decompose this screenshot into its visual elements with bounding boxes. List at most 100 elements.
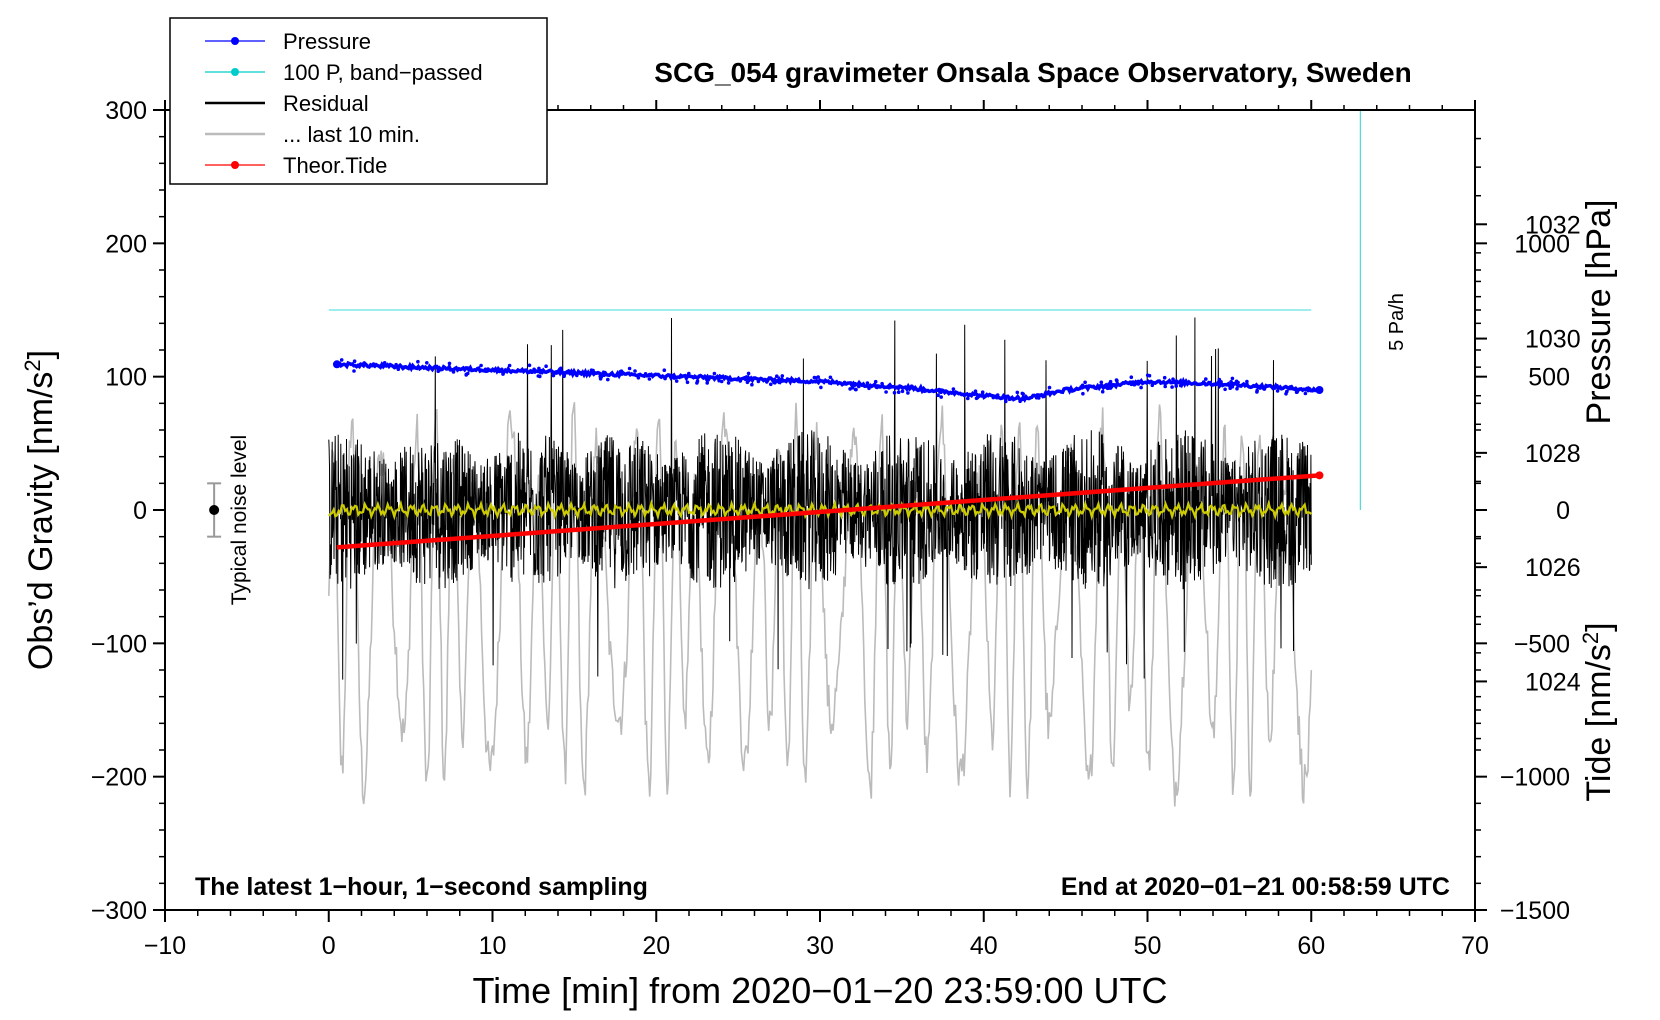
noise-bar — [207, 482, 222, 538]
x-tick-label: 10 — [479, 932, 507, 960]
pressure-point — [532, 367, 536, 372]
pressure-point — [394, 362, 398, 367]
pressure-point — [887, 385, 891, 390]
tide-tick-label: 1000 — [1514, 230, 1570, 258]
pressure-point — [995, 393, 1000, 397]
pressure-point — [873, 379, 878, 384]
pressure-tick-label: 1026 — [1525, 554, 1581, 582]
pressure-point — [922, 389, 927, 394]
x-tick-label: 40 — [970, 932, 998, 960]
noise-bar-center — [209, 505, 220, 515]
pressure-point — [1003, 397, 1008, 402]
pressure-point — [568, 371, 573, 376]
pressure-point — [602, 373, 606, 378]
y-tick-label: 100 — [105, 364, 147, 392]
pressure-point — [598, 374, 602, 379]
pressure-point — [875, 385, 879, 390]
pressure-point — [770, 377, 775, 382]
pressure-point — [1254, 383, 1259, 388]
pressure-point — [765, 380, 769, 384]
pressure-point — [1239, 384, 1243, 388]
x-tick-label: 50 — [1134, 932, 1162, 960]
pressure-point — [538, 374, 542, 379]
y-label-gravity-end: ] — [22, 350, 60, 359]
pressure-point — [939, 390, 943, 395]
pressure-point — [1229, 380, 1233, 384]
y-label-gravity-text: Obs’d Gravity [nm/s — [22, 372, 60, 671]
pressure-point — [500, 367, 504, 372]
pressure-point — [1042, 394, 1046, 399]
pressure-point — [618, 369, 623, 374]
pressure-point — [745, 380, 750, 385]
x-axis: −10 0 10 20 30 40 50 60 70 — [144, 100, 1489, 960]
pressure-point — [900, 389, 905, 394]
end-time-note: End at 2020−01−21 00:58:59 UTC — [1061, 873, 1450, 901]
pressure-series — [332, 358, 1324, 404]
pressure-point — [1223, 387, 1227, 392]
x-tick-label: 70 — [1461, 932, 1489, 960]
pressure-start-point — [332, 360, 341, 369]
pressure-tick-label: 1024 — [1525, 668, 1581, 696]
pressure-point — [1132, 382, 1137, 387]
pressure-point — [1100, 389, 1105, 394]
y-axis-label-gravity: Obs’d Gravity [nm/s2] — [20, 350, 60, 670]
pressure-point — [777, 380, 782, 385]
pressure-point — [527, 363, 532, 368]
pressure-point — [1047, 385, 1052, 390]
pressure-point — [775, 374, 779, 379]
pressure-point — [1174, 384, 1178, 388]
pressure-point — [773, 381, 777, 385]
pressure-point — [486, 368, 490, 373]
pressure-point — [1081, 391, 1085, 396]
pressure-point — [750, 382, 754, 387]
pressure-point — [738, 379, 743, 383]
pressure-point — [1235, 386, 1239, 391]
pressure-point — [1173, 381, 1178, 385]
pressure-point — [1139, 385, 1143, 390]
tide-tick-label: −1000 — [1500, 764, 1570, 792]
pressure-point — [475, 366, 480, 371]
pressure-point — [692, 375, 697, 380]
y-tick-label: −200 — [91, 764, 147, 792]
pressure-point — [551, 373, 556, 378]
pressure-point — [530, 370, 534, 375]
residual-series — [328, 317, 1312, 680]
pressure-point — [1303, 391, 1308, 396]
pressure-point — [1171, 377, 1175, 382]
legend-label: ... last 10 min. — [283, 122, 420, 147]
chart-title: SCG_054 gravimeter Onsala Space Observat… — [654, 57, 1411, 88]
pressure-point — [1262, 387, 1267, 391]
pressure-point — [544, 364, 548, 369]
pressure-point — [647, 377, 652, 381]
pressure-point — [906, 391, 910, 395]
x-tick-label: −10 — [144, 932, 186, 960]
theor-tide-end-point — [1315, 471, 1324, 480]
pressure-point — [1236, 380, 1240, 385]
pressure-point — [559, 366, 563, 371]
pressure-point — [497, 369, 502, 374]
pressure-point — [674, 379, 679, 383]
pressure-point — [662, 368, 667, 373]
legend-label: Residual — [283, 91, 369, 116]
pressure-point — [1129, 382, 1134, 387]
pressure-point — [339, 358, 344, 362]
x-tick-label: 0 — [322, 932, 336, 960]
pressure-point — [501, 372, 505, 376]
tide-tick-label: 500 — [1528, 364, 1570, 392]
rate-label: 5 Pa/h — [1386, 293, 1408, 351]
tide-tick-label: −1500 — [1500, 897, 1570, 925]
pressure-point — [695, 379, 700, 384]
pressure-point — [1295, 390, 1299, 394]
pressure-point — [746, 371, 751, 376]
pressure-point — [1306, 388, 1310, 393]
pressure-point — [1170, 385, 1174, 389]
pressure-point — [939, 395, 943, 399]
pressure-point — [769, 382, 773, 387]
pressure-point — [980, 390, 985, 395]
pressure-point — [447, 361, 452, 366]
y-tick-label: 200 — [105, 230, 147, 258]
pressure-point — [352, 369, 356, 373]
pressure-point — [1108, 382, 1112, 386]
pressure-point — [966, 396, 970, 401]
pressure-point — [1015, 390, 1020, 395]
